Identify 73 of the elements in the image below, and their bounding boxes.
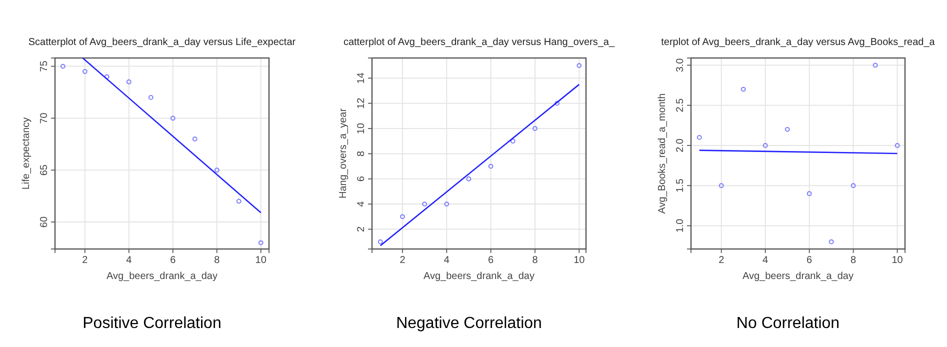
point bbox=[258, 240, 264, 246]
x-tick-label: 6 bbox=[806, 255, 813, 266]
x-tick-label: 4 bbox=[762, 255, 769, 266]
y-tick-label: 75 bbox=[39, 60, 50, 72]
point bbox=[576, 63, 582, 68]
y-axis-title: Life_expectancy bbox=[21, 117, 32, 190]
y-tick-label: 12 bbox=[356, 97, 367, 109]
x-tick-label: 8 bbox=[532, 255, 538, 266]
point bbox=[894, 143, 900, 148]
point bbox=[82, 69, 88, 74]
y-axis-title: Hang_overs_a_year bbox=[338, 108, 349, 199]
x-axis-title: Avg_beers_drank_a_day bbox=[106, 271, 218, 282]
x-tick-label: 6 bbox=[488, 255, 494, 266]
x-tick-label: 8 bbox=[850, 255, 857, 266]
x-tick-label: 4 bbox=[126, 255, 132, 266]
x-axis-title: Avg_beers_drank_a_day bbox=[423, 271, 535, 282]
y-tick-label: 65 bbox=[39, 164, 50, 176]
y-tick-label: 3.0 bbox=[675, 58, 686, 72]
x-tick-label: 10 bbox=[255, 255, 267, 266]
point bbox=[784, 126, 790, 132]
y-tick-label: 60 bbox=[39, 216, 50, 228]
point bbox=[532, 126, 538, 131]
x-tick-label: 10 bbox=[892, 255, 904, 266]
point bbox=[444, 202, 450, 206]
point bbox=[740, 86, 746, 92]
y-axis-title: Avg_Books_read_a_month bbox=[657, 93, 668, 214]
point bbox=[872, 62, 878, 68]
y-tick-label: 1.0 bbox=[675, 218, 686, 233]
x-tick-label: 8 bbox=[214, 255, 220, 266]
x-tick-label: 2 bbox=[718, 255, 725, 266]
y-tick-label: 8 bbox=[356, 150, 367, 156]
point bbox=[192, 136, 198, 142]
point bbox=[104, 74, 110, 80]
point bbox=[466, 176, 472, 182]
point bbox=[762, 143, 768, 148]
point bbox=[60, 64, 66, 69]
y-tick-label: 4 bbox=[356, 200, 367, 207]
y-tick-label: 2 bbox=[356, 226, 367, 232]
y-tick-label: 6 bbox=[356, 176, 367, 182]
point bbox=[422, 202, 428, 206]
point bbox=[378, 239, 383, 244]
chart-title: terplot of Avg_beers_drank_a_day versus Avg_Books_read_a bbox=[661, 37, 936, 48]
point bbox=[148, 94, 154, 100]
point bbox=[214, 168, 220, 173]
x-tick-label: 2 bbox=[82, 255, 88, 266]
point bbox=[170, 116, 176, 121]
point bbox=[850, 183, 856, 188]
point bbox=[554, 100, 560, 106]
chart-title: catterplot of Avg_beers_drank_a_day versus Hang_overs_a_ bbox=[343, 37, 615, 48]
point bbox=[488, 164, 494, 169]
point bbox=[696, 135, 702, 140]
x-tick-label: 4 bbox=[444, 255, 450, 266]
point bbox=[126, 79, 132, 84]
point bbox=[828, 239, 834, 244]
point bbox=[718, 183, 724, 188]
point bbox=[806, 191, 812, 196]
chart-title: Scatterplot of Avg_beers_drank_a_day versus Life_expectar bbox=[28, 37, 296, 48]
y-tick-label: 70 bbox=[39, 112, 50, 124]
point bbox=[236, 198, 242, 204]
point bbox=[510, 138, 516, 144]
point bbox=[400, 214, 405, 220]
y-tick-label: 2.0 bbox=[675, 138, 686, 152]
y-tick-label: 1.5 bbox=[675, 178, 686, 193]
x-axis-title: Avg_beers_drank_a_day bbox=[742, 271, 854, 282]
x-tick-label: 2 bbox=[400, 255, 406, 266]
text: Negative Correlation bbox=[396, 315, 542, 332]
y-tick-label: 2.5 bbox=[675, 98, 686, 112]
y-tick-label: 10 bbox=[356, 122, 367, 134]
x-tick-label: 10 bbox=[574, 255, 586, 266]
text: Positive Correlation bbox=[82, 315, 222, 332]
y-tick-label: 14 bbox=[356, 72, 367, 84]
x-tick-label: 6 bbox=[170, 255, 176, 266]
text: No Correlation bbox=[736, 315, 840, 332]
